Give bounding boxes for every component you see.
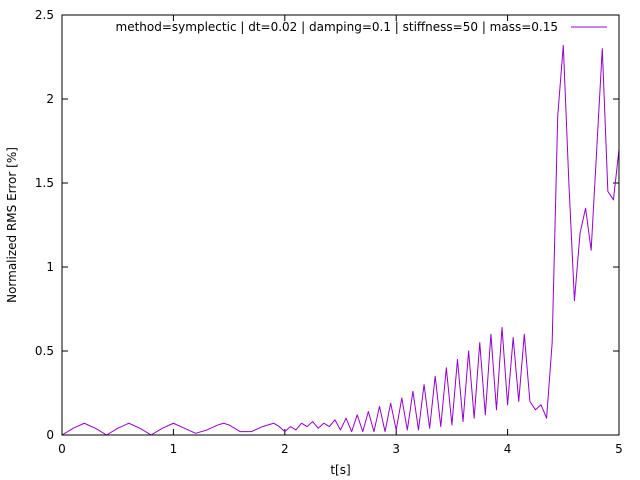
y-tick-label: 2.5 [35, 8, 54, 22]
x-tick-label: 2 [281, 442, 289, 456]
y-axis-label: Normalized RMS Error [%] [5, 147, 19, 303]
y-tick-label: 1.5 [35, 176, 54, 190]
x-tick-label: 1 [170, 442, 178, 456]
x-tick-label: 4 [504, 442, 512, 456]
y-axis-ticks: 0 0.5 1 1.5 2 2.5 [35, 8, 619, 442]
x-tick-label: 0 [58, 442, 66, 456]
legend: method=symplectic | dt=0.02 | damping=0.… [116, 20, 607, 34]
x-axis-ticks: 0 1 2 3 4 5 [58, 15, 623, 456]
x-axis-label: t[s] [330, 463, 350, 477]
legend-label: method=symplectic | dt=0.02 | damping=0.… [116, 20, 558, 34]
series-layer [61, 44, 620, 436]
y-tick-label: 0.5 [35, 344, 54, 358]
x-tick-label: 3 [392, 442, 400, 456]
plot-frame [61, 14, 620, 436]
y-tick-label: 0 [46, 428, 54, 442]
x-tick-label: 5 [615, 442, 623, 456]
y-tick-label: 2 [46, 92, 54, 106]
y-tick-label: 1 [46, 260, 54, 274]
series-line [61, 44, 620, 436]
